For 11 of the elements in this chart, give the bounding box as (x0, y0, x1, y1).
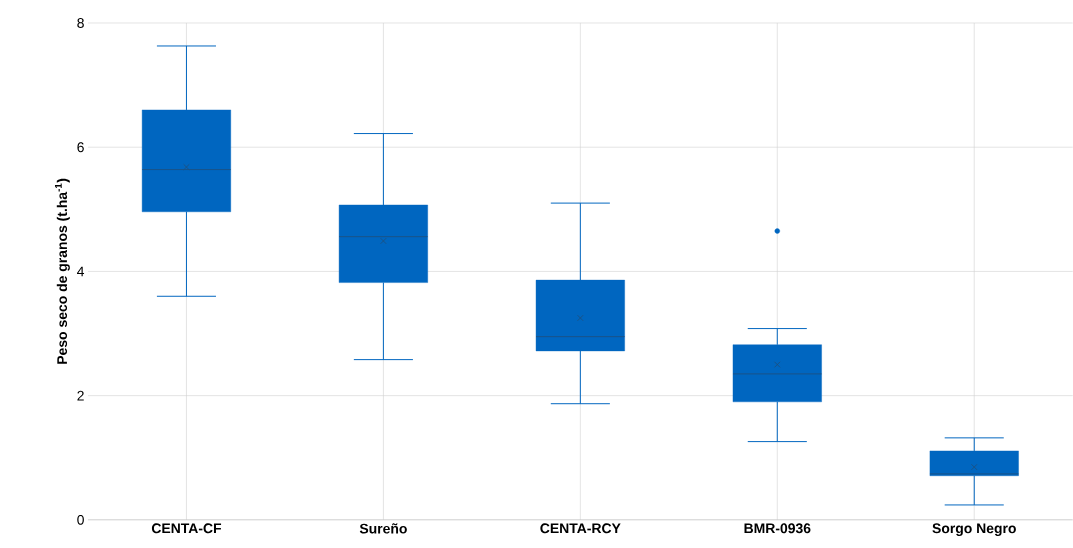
x-tick-label: CENTA-RCY (540, 523, 621, 534)
y-tick-label: 6 (77, 142, 84, 153)
y-tick-label: 0 (77, 514, 84, 525)
x-tick-label: BMR-0936 (744, 523, 811, 534)
x-tick-label: CENTA-CF (151, 523, 222, 534)
y-axis-title: Peso seco de granos (t.ha$^{-1}$) (54, 178, 70, 364)
y-tick-label: 4 (77, 266, 85, 277)
y-tick-label: 8 (77, 18, 84, 29)
x-tick-label: Sureño (359, 523, 407, 534)
x-tick-label: Sorgo Negro (932, 523, 1016, 537)
y-tick-label: 2 (77, 390, 84, 401)
